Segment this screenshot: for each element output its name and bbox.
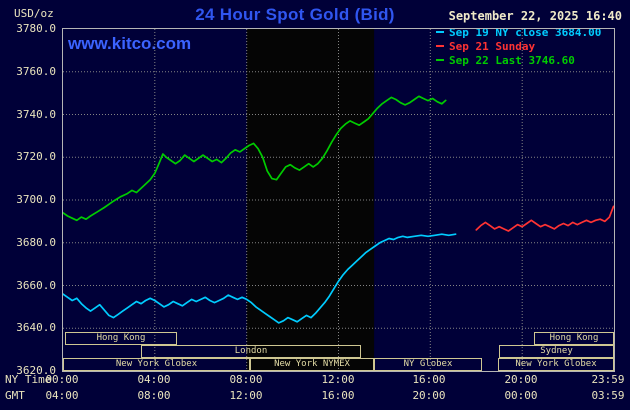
y-tick-label: 3660.0 (16, 279, 56, 292)
y-tick-label: 3700.0 (16, 193, 56, 206)
x-tick-gmt-label: 04:00 (45, 389, 79, 402)
x-tick-gmt-label: 16:00 (321, 389, 355, 402)
y-tick-label: 3760.0 (16, 65, 56, 78)
datetime-label: September 22, 2025 16:40 (448, 9, 622, 23)
legend-item-1: Sep 21 Sunday (436, 39, 601, 53)
kitco-watermark-link[interactable]: www.kitco.com (68, 34, 192, 53)
session-box: New York NYMEX (250, 358, 374, 371)
x-tick-ny-label: 04:00 (137, 373, 171, 386)
legend-line-swatch (436, 59, 444, 61)
y-axis-unit-label: USD/oz (14, 7, 54, 20)
ny-time-axis-caption: NY Time (5, 373, 52, 386)
x-tick-gmt-label: 08:00 (137, 389, 171, 402)
y-tick-label: 3620.0 (16, 364, 56, 377)
session-box: NY Globex (374, 358, 482, 371)
session-box: Sydney (499, 345, 614, 358)
x-tick-ny-label: 12:00 (321, 373, 355, 386)
x-tick-gmt-label: 00:00 (504, 389, 538, 402)
series-line-0 (63, 233, 457, 324)
gmt-axis-caption: GMT (5, 389, 25, 402)
x-tick-ny-label: 00:00 (45, 373, 79, 386)
chart-canvas (63, 29, 614, 371)
series-line-2 (63, 95, 447, 222)
y-tick-label: 3740.0 (16, 108, 56, 121)
x-tick-ny-label: 08:00 (229, 373, 263, 386)
legend-line-swatch (436, 31, 444, 33)
x-tick-ny-label: 23:59 (591, 373, 625, 386)
session-box: Hong Kong (65, 332, 177, 345)
legend-label: Sep 21 Sunday (449, 39, 536, 53)
session-bars: Hong Kong Hong Kong London Sydney New York G… (63, 29, 614, 371)
session-box: New York Globex (498, 358, 614, 371)
session-box: London (141, 345, 361, 358)
x-tick-ny-label: 16:00 (412, 373, 446, 386)
x-tick-ny-label: 20:00 (504, 373, 538, 386)
chart-title: 24 Hour Spot Gold (Bid) (195, 5, 395, 24)
x-tick-gmt-label: 20:00 (412, 389, 446, 402)
plot-area: Hong Kong Hong Kong London Sydney New York G… (62, 28, 615, 372)
y-tick-label: 3780.0 (16, 22, 56, 35)
y-tick-label: 3640.0 (16, 321, 56, 334)
legend-item-2: Sep 22 Last 3746.60 (436, 53, 601, 67)
session-box: New York Globex (63, 358, 250, 371)
y-tick-label: 3720.0 (16, 150, 56, 163)
series-line-1 (475, 205, 614, 232)
x-tick-gmt-label: 03:59 (591, 389, 625, 402)
x-tick-gmt-label: 12:00 (229, 389, 263, 402)
legend-label: Sep 22 Last 3746.60 (449, 53, 575, 67)
y-tick-label: 3680.0 (16, 236, 56, 249)
legend-line-swatch (436, 45, 444, 47)
session-box: Hong Kong (534, 332, 614, 345)
